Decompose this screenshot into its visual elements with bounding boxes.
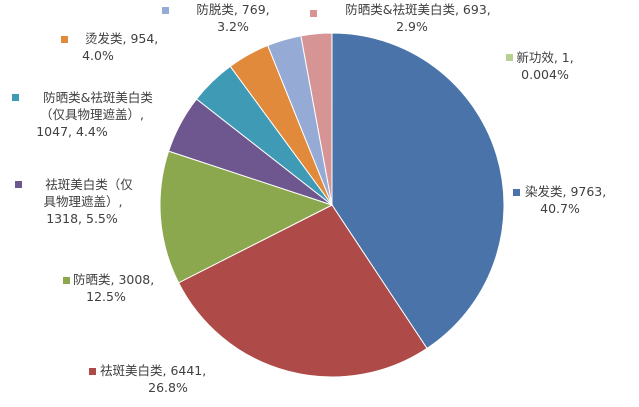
data-label: 3.2% (217, 19, 249, 34)
legend-marker (61, 36, 68, 43)
legend-marker (63, 277, 70, 284)
pie-slice (159, 150, 334, 284)
data-label: 具物理遮盖）, (44, 194, 123, 209)
pie-slices (159, 32, 505, 378)
data-label: （仅具物理遮盖）, (40, 107, 144, 122)
data-label: 1047, 4.4% (36, 124, 108, 139)
data-label: 2.9% (396, 19, 428, 34)
pie-slice (177, 204, 428, 378)
data-label: 26.8% (148, 380, 188, 395)
legend-marker (310, 10, 317, 17)
data-label: 防晒类&祛斑美白类, 693, (345, 2, 491, 17)
data-label: 40.7% (540, 201, 580, 216)
data-label: 防晒类, 3008, (73, 272, 154, 287)
data-label: 染发类, 9763, (525, 184, 606, 199)
legend-marker (506, 54, 513, 61)
data-label: 祛斑美白类, 6441, (100, 363, 206, 378)
data-label: 12.5% (86, 289, 126, 304)
data-label: 防脱类, 769, (196, 2, 269, 17)
slice-labels: 染发类, 9763, 40.7% 祛斑美白类, 6441, 26.8% 防晒类, 300… (12, 2, 606, 395)
legend-marker (162, 7, 169, 14)
data-label: 0.004% (521, 67, 569, 82)
legend-marker (15, 181, 22, 188)
data-label: 4.0% (82, 48, 114, 63)
legend-marker (12, 94, 19, 101)
pie-slice (300, 32, 333, 206)
data-label: 烫发类, 954, (85, 31, 158, 46)
data-label: 祛斑美白类（仅 (45, 177, 133, 192)
data-label: 新功效, 1, (516, 50, 573, 65)
data-label: 防晒类&祛斑美白类 (43, 90, 153, 105)
legend-marker (89, 368, 96, 375)
legend-marker (513, 189, 520, 196)
data-label: 1318, 5.5% (46, 211, 118, 226)
